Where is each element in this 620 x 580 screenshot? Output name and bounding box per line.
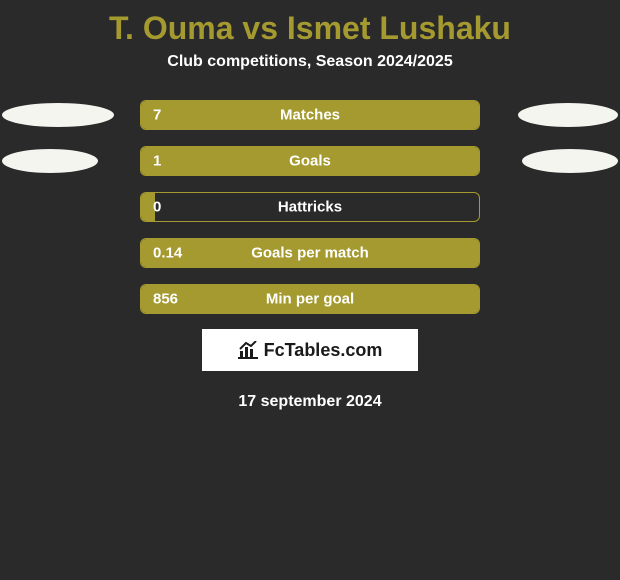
stat-label: Goals per match	[141, 245, 479, 262]
right-value-ellipse	[522, 149, 618, 173]
stat-label: Matches	[141, 107, 479, 124]
subtitle: Club competitions, Season 2024/2025	[0, 53, 620, 99]
page-title: T. Ouma vs Ismet Lushaku	[0, 0, 620, 53]
stat-bar: 7Matches	[140, 100, 480, 130]
logo[interactable]: FcTables.com	[202, 329, 418, 371]
date-text: 17 september 2024	[0, 393, 620, 411]
stat-bar: 0Hattricks	[140, 192, 480, 222]
left-value-ellipse	[2, 149, 98, 173]
stat-bar: 856Min per goal	[140, 284, 480, 314]
stat-label: Hattricks	[141, 199, 479, 216]
stat-row: 1Goals	[0, 145, 620, 177]
left-value-ellipse	[2, 103, 114, 127]
stat-row: 0.14Goals per match	[0, 237, 620, 269]
stat-bar: 0.14Goals per match	[140, 238, 480, 268]
stat-row: 7Matches	[0, 99, 620, 131]
stat-label: Goals	[141, 153, 479, 170]
stat-label: Min per goal	[141, 291, 479, 308]
stat-bar: 1Goals	[140, 146, 480, 176]
comparison-chart: 7Matches 1Goals 0Hattricks 0.14Goals per ma…	[0, 99, 620, 315]
logo-text: FcTables.com	[264, 340, 383, 361]
stat-row: 856Min per goal	[0, 283, 620, 315]
chart-icon	[238, 341, 258, 359]
stat-row: 0Hattricks	[0, 191, 620, 223]
right-value-ellipse	[518, 103, 618, 127]
